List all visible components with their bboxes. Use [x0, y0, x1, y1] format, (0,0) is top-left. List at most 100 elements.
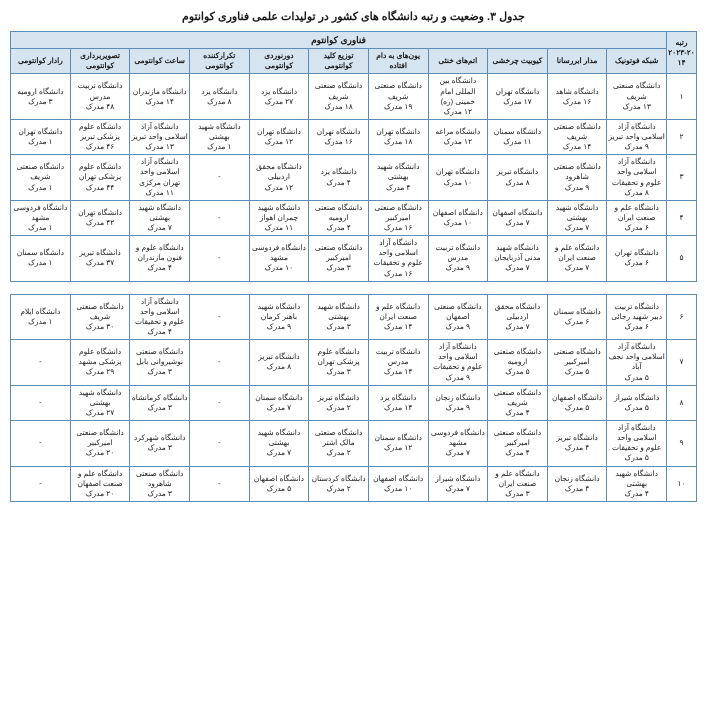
doc-count: ۱۸ مدرک: [310, 102, 367, 112]
doc-count: ۵ مدرک: [608, 453, 665, 463]
doc-count: ۷ مدرک: [251, 448, 308, 458]
data-cell: دانشگاه تربیت مدرس۹ مدرک: [428, 236, 488, 282]
university-name: دانشگاه شهید بهشتی: [131, 203, 188, 223]
data-cell: دانشگاه علوم پزشکی تبریز۴۶ مدرک: [70, 119, 130, 154]
doc-count: ۱ مدرک: [12, 223, 69, 233]
data-cell: دانشگاه علم و صنعت ایران۷ مدرک: [547, 236, 607, 282]
data-cell: -: [190, 421, 250, 467]
doc-count: ۷ مدرک: [251, 403, 308, 413]
university-name: دانشگاه فردوسی مشهد: [251, 243, 308, 263]
university-name: دانشگاه شهید بهشتی: [72, 388, 129, 408]
doc-count: ۱۴ مدرک: [131, 97, 188, 107]
data-cell: دانشگاه تهران۱۲ مدرک: [249, 119, 309, 154]
doc-count: ۷ مدرک: [489, 263, 546, 273]
university-name: دانشگاه تهران: [608, 248, 665, 258]
university-name: دانشگاه شهید بهشتی: [191, 122, 248, 142]
data-cell: دانشگاه آزاد اسلامی واحد علوم و تحقیقات۱…: [368, 236, 428, 282]
doc-count: ۱۱ مدرک: [251, 223, 308, 233]
data-cell: -: [11, 421, 71, 467]
col-header: ساعت کوانتومی: [130, 49, 190, 74]
doc-count: ۵ مدرک: [608, 373, 665, 383]
rank-cell: ۶: [667, 294, 697, 340]
data-cell: دانشگاه مازندران۱۴ مدرک: [130, 74, 190, 120]
doc-count: ۴ مدرک: [489, 408, 546, 418]
doc-count: ۷ مدرک: [430, 484, 487, 494]
rank-cell: ۹: [667, 421, 697, 467]
university-name: دانشگاه بین المللی امام خمینی (ره): [430, 76, 487, 106]
university-name: دانشگاه فردوسی مشهد: [430, 428, 487, 448]
data-cell: دانشگاه تبریز۲ مدرک: [309, 385, 369, 420]
university-name: دانشگاه آزاد اسلامی واحد نجف آباد: [608, 342, 665, 372]
data-cell: دانشگاه آزاد اسلامی واحد تبریز۱۳ مدرک: [130, 119, 190, 154]
doc-count: ۳ مدرک: [310, 263, 367, 273]
data-cell: دانشگاه تربیت مدرس۱۴ مدرک: [368, 340, 428, 386]
university-name: دانشگاه تهران: [310, 127, 367, 137]
doc-count: ۶ مدرک: [608, 322, 665, 332]
doc-count: ۴ مدرک: [370, 183, 427, 193]
doc-count: ۲ مدرک: [310, 448, 367, 458]
doc-count: ۴۴ مدرک: [72, 183, 129, 193]
data-cell: دانشگاه آزاد اسلامی واحد علوم و تحقیقات۹…: [428, 340, 488, 386]
data-cell: دانشگاه صنعتی امیرکبیر۵ مدرک: [547, 340, 607, 386]
university-name: دانشگاه سمنان: [370, 433, 427, 443]
university-name: دانشگاه علم و صنعت ایران: [608, 203, 665, 223]
data-cell: -: [11, 340, 71, 386]
university-name: دانشگاه زنجان: [430, 393, 487, 403]
data-cell: دانشگاه سمنان۷ مدرک: [249, 385, 309, 420]
university-name: دانشگاه علوم پزشکی تبریز: [72, 122, 129, 142]
doc-count: ۶ مدرک: [608, 223, 665, 233]
data-cell: دانشگاه زنجان۴ مدرک: [547, 466, 607, 501]
data-cell: دانشگاه شهید بهشتی۷ مدرک: [130, 200, 190, 235]
university-name: دانشگاه اصفهان: [549, 393, 606, 403]
doc-count: ۱۶ مدرک: [370, 269, 427, 279]
data-cell: دانشگاه آزاد اسلامی واحد تهران مرکزی۱۱ م…: [130, 155, 190, 201]
data-cell: دانشگاه صنعتی ارومیه۵ مدرک: [488, 340, 548, 386]
university-name: دانشگاه کردستان: [310, 474, 367, 484]
doc-count: ۴ مدرک: [310, 178, 367, 188]
data-cell: دانشگاه شهید مدنی آذربایجان۷ مدرک: [488, 236, 548, 282]
doc-count: ۴ مدرک: [608, 489, 665, 499]
data-cell: دانشگاه آزاد اسلامی واحد علوم و تحقیقات۴…: [130, 294, 190, 340]
doc-count: ۴ مدرک: [489, 448, 546, 458]
table-row: ۴دانشگاه علم و صنعت ایران۶ مدرکدانشگاه ش…: [11, 200, 697, 235]
university-name: دانشگاه آزاد اسلامی واحد علوم و تحقیقات: [608, 157, 665, 187]
doc-count: ۴۸ مدرک: [72, 102, 129, 112]
university-name: دانشگاه شیراز: [608, 393, 665, 403]
doc-count: ۱۴ مدرک: [370, 322, 427, 332]
university-name: دانشگاه شاهد: [549, 87, 606, 97]
doc-count: ۷ مدرک: [430, 448, 487, 458]
doc-count: ۱۲ مدرک: [430, 137, 487, 147]
university-name: دانشگاه سمنان: [549, 307, 606, 317]
university-name: دانشگاه تربیت مدرس: [370, 347, 427, 367]
doc-count: ۹ مدرک: [251, 322, 308, 332]
data-cell: دانشگاه صنعتی امیرکبیر۴ مدرک: [488, 421, 548, 467]
university-name: دانشگاه علوم پزشکی تهران: [310, 347, 367, 367]
data-cell: دانشگاه صنعتی شریف۱۴ مدرک: [547, 119, 607, 154]
university-name: دانشگاه زنجان: [549, 474, 606, 484]
university-name: دانشگاه شهرکرد: [131, 433, 188, 443]
data-cell: -: [190, 155, 250, 201]
doc-count: ۴۶ مدرک: [72, 142, 129, 152]
data-cell: دانشگاه صنعتی نوشیروانی بابل۳ مدرک: [130, 340, 190, 386]
doc-count: ۱۰ مدرک: [430, 218, 487, 228]
doc-count: ۹ مدرک: [430, 403, 487, 413]
university-name: دانشگاه علم و صنعت ایران: [549, 243, 606, 263]
table-row: ۸دانشگاه شیراز۵ مدرکدانشگاه اصفهان۵ مدرک…: [11, 385, 697, 420]
col-header: تصویربرداری کوانتومی: [70, 49, 130, 74]
doc-count: ۹ مدرک: [430, 322, 487, 332]
data-cell: دانشگاه صنعتی امیرکبیر۲۰ مدرک: [70, 421, 130, 467]
doc-count: ۱۳ مدرک: [608, 102, 665, 112]
university-name: دانشگاه تبریز: [72, 248, 129, 258]
data-cell: دانشگاه یزد۲۷ مدرک: [249, 74, 309, 120]
doc-count: ۱۲ مدرک: [251, 137, 308, 147]
university-name: دانشگاه علوم پزشکی مشهد: [72, 347, 129, 367]
data-cell: -: [190, 236, 250, 282]
university-name: دانشگاه صنعتی شریف: [370, 81, 427, 101]
data-cell: دانشگاه سمنان۱۲ مدرک: [368, 421, 428, 467]
data-cell: -: [190, 294, 250, 340]
university-name: دانشگاه یزد: [251, 87, 308, 97]
data-cell: دانشگاه صنعتی اصفهان۹ مدرک: [428, 294, 488, 340]
doc-count: ۲۰ مدرک: [72, 448, 129, 458]
university-name: دانشگاه صنعتی اصفهان: [430, 302, 487, 322]
doc-count: ۵ مدرک: [608, 403, 665, 413]
